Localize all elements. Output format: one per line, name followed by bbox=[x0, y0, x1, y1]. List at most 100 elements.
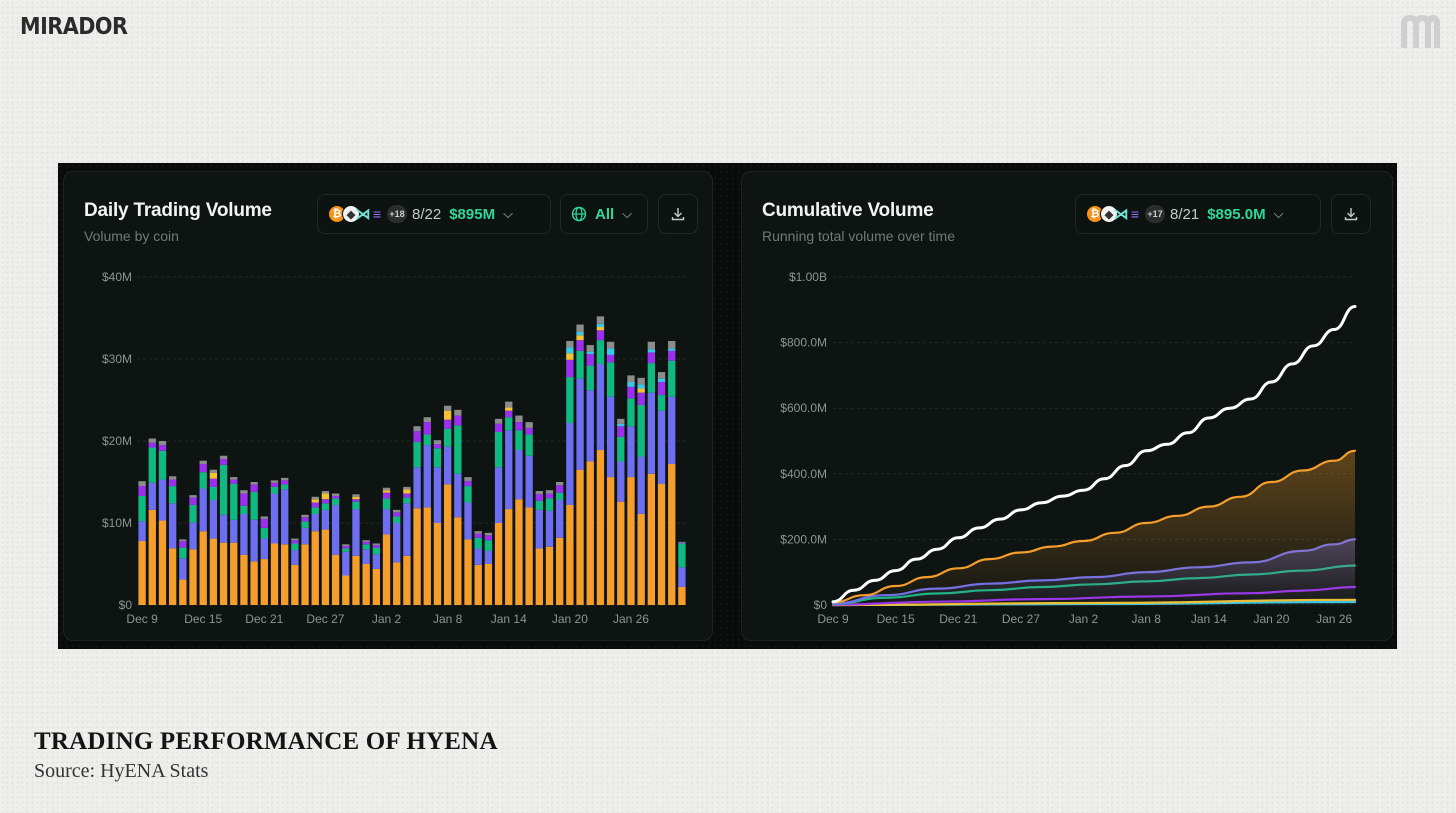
bar-segment-btc bbox=[219, 542, 228, 605]
bar-segment-eth bbox=[637, 404, 645, 457]
bar-segment-btc bbox=[168, 548, 177, 605]
bar-segment-eth bbox=[331, 498, 340, 505]
daily-volume-title: Daily Trading Volume bbox=[84, 200, 272, 221]
coin-filter-dropdown[interactable]: ₿ ◆ ⋊ ≡ +18 8/22 $895M ⌵ bbox=[317, 194, 551, 234]
mirador-m-logo-icon bbox=[1401, 15, 1440, 48]
bar-segment-cyan bbox=[576, 331, 584, 336]
bar-segment-yellow bbox=[382, 490, 391, 493]
x-axis-tick-label: Jan 2 bbox=[1069, 612, 1099, 626]
bar-segment-btc bbox=[372, 568, 381, 605]
bar-segment-sol bbox=[158, 445, 167, 451]
bar-segment-hype bbox=[331, 504, 340, 555]
cumulative-volume-chart: $0 $200.0M $400.0M $600.0M $800.0M $1.00B Dec … bbox=[780, 270, 1357, 626]
bar-segment-eth bbox=[219, 464, 228, 515]
bar-segment-btc bbox=[250, 561, 258, 605]
bar-segment-btc bbox=[331, 554, 340, 605]
bar-segment-sol bbox=[148, 442, 156, 448]
bar-segment-sol bbox=[433, 444, 442, 449]
bar-segment-cyan bbox=[668, 348, 676, 351]
bar-segment-hype bbox=[647, 392, 656, 474]
bar-segment-hype bbox=[342, 551, 350, 576]
bar-segment-yellow bbox=[209, 472, 218, 479]
x-axis-tick-label: Jan 2 bbox=[372, 612, 402, 626]
bar-segment-hype bbox=[260, 538, 268, 560]
bar-segment-other bbox=[352, 494, 360, 497]
more-coins-badge: +17 bbox=[1144, 204, 1166, 224]
bar-segment-hype bbox=[617, 461, 625, 502]
bar-segment-btc bbox=[189, 549, 197, 605]
bar-segment-btc bbox=[443, 484, 452, 605]
bar-segment-hype bbox=[281, 489, 289, 545]
bar-segment-hype bbox=[382, 509, 391, 535]
bar-segment-hype bbox=[168, 503, 177, 549]
x-axis-tick-label: Dec 9 bbox=[817, 612, 849, 626]
scope-filter-dropdown[interactable]: All ⌵ bbox=[560, 194, 648, 234]
chevron-down-icon: ⌵ bbox=[622, 206, 633, 221]
bar-segment-other bbox=[240, 490, 248, 494]
bar-segment-eth bbox=[230, 483, 238, 520]
bar-segment-btc bbox=[199, 531, 207, 605]
bar-segment-hype bbox=[179, 558, 187, 580]
download-button[interactable] bbox=[1331, 194, 1371, 234]
bar-segment-other bbox=[291, 538, 299, 541]
bar-segment-hype bbox=[311, 513, 319, 532]
bar-segment-other bbox=[168, 476, 177, 480]
bar-segment-other bbox=[423, 417, 431, 423]
bar-segment-eth bbox=[576, 350, 584, 379]
bar-segment-hype bbox=[505, 430, 513, 510]
x-axis-tick-label: Jan 20 bbox=[552, 612, 588, 626]
area-fill-btc bbox=[833, 450, 1355, 605]
bar-segment-btc bbox=[606, 477, 615, 605]
bar-segment-hype bbox=[219, 514, 228, 543]
y-axis-tick-label: $1.00B bbox=[789, 270, 827, 284]
bar-segment-other bbox=[189, 495, 197, 498]
bar-segment-other bbox=[382, 487, 391, 491]
bar-segment-other bbox=[393, 509, 401, 513]
bar-segment-other bbox=[260, 516, 268, 519]
bar-segment-eth bbox=[372, 547, 381, 555]
bar-segment-eth bbox=[566, 377, 574, 423]
bar-segment-sol bbox=[657, 381, 666, 396]
bar-segment-hype bbox=[678, 567, 686, 587]
y-axis-tick-label: $400.0M bbox=[780, 467, 827, 481]
hyena-icon: ⋊ bbox=[1113, 206, 1129, 223]
bar-segment-btc bbox=[627, 477, 635, 605]
daily-volume-subtitle: Volume by coin bbox=[84, 228, 179, 244]
bar-segment-eth bbox=[464, 486, 472, 503]
bar-segment-eth bbox=[627, 398, 635, 427]
bar-segment-btc bbox=[230, 542, 238, 605]
coin-filter-dropdown[interactable]: ₿ ◆ ⋊ ≡ +17 8/21 $895.0M ⌵ bbox=[1075, 194, 1321, 234]
bar-segment-yellow bbox=[321, 493, 330, 500]
download-button[interactable] bbox=[658, 194, 698, 234]
bar-segment-other bbox=[545, 490, 554, 494]
bar-segment-hype bbox=[158, 479, 167, 521]
bar-segment-btc bbox=[596, 450, 605, 605]
bar-segment-btc bbox=[535, 548, 543, 605]
bar-segment-btc bbox=[209, 538, 218, 605]
bar-segment-sol bbox=[138, 486, 146, 496]
bar-segment-other bbox=[617, 418, 625, 424]
bar-segment-eth bbox=[209, 486, 218, 501]
figure-caption-title: TRADING PERFORMANCE OF HYENA bbox=[34, 728, 498, 755]
bar-segment-other bbox=[586, 345, 594, 352]
bar-segment-sol bbox=[535, 494, 543, 501]
x-axis-tick-label: Jan 14 bbox=[491, 612, 527, 626]
bar-segment-hype bbox=[250, 519, 258, 562]
bar-segment-other bbox=[535, 491, 543, 495]
x-axis-tick-label: Jan 26 bbox=[613, 612, 649, 626]
bar-segment-sol bbox=[311, 502, 319, 508]
bar-segment-hype bbox=[433, 467, 442, 523]
bar-segment-other bbox=[556, 482, 564, 486]
coin-total-amount: $895M bbox=[449, 205, 496, 223]
bar-segment-btc bbox=[362, 564, 370, 605]
bar-segment-btc bbox=[525, 507, 533, 605]
y-axis-tick-label: $600.0M bbox=[780, 401, 827, 415]
series-line-btc bbox=[831, 449, 1357, 604]
eth-icon: ◆ bbox=[342, 205, 360, 223]
bar-segment-btc bbox=[321, 529, 330, 605]
bar-segment-other bbox=[433, 440, 442, 445]
bar-segment-eth bbox=[382, 498, 391, 510]
bar-segment-other bbox=[454, 409, 462, 416]
bar-segment-sol bbox=[403, 493, 411, 498]
bar-segment-eth bbox=[545, 498, 554, 511]
